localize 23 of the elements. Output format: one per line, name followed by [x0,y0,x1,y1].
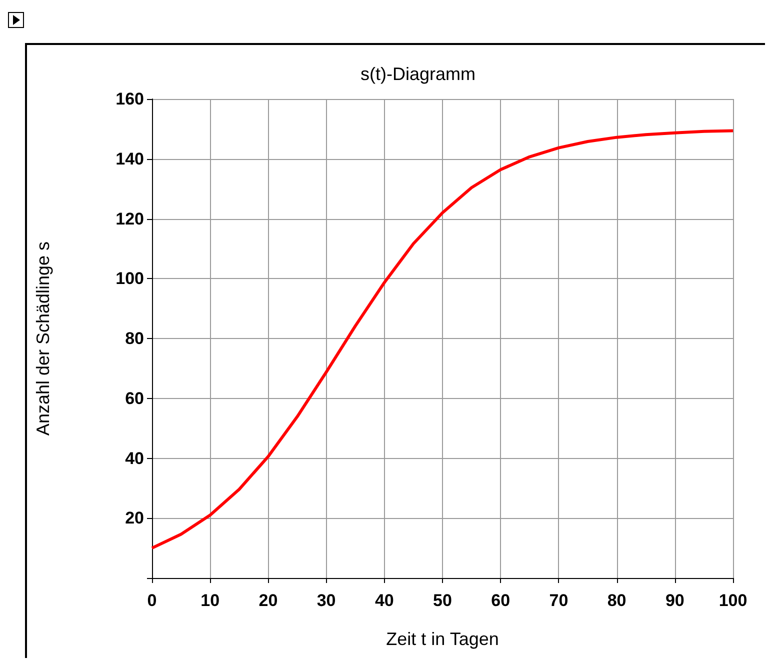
y-tick-label: 20 [125,508,144,528]
x-tick-label: 100 [718,591,748,610]
y-axis-title: Anzahl der Schädlinge s [33,241,53,436]
y-tick-label: 160 [116,90,144,108]
x-tick-label: 80 [607,591,626,610]
y-tick-label: 120 [116,209,144,228]
x-tick-label: 0 [147,591,157,610]
x-tick-label: 20 [258,591,278,610]
y-tick-label: 80 [125,329,144,348]
x-tick-label: 70 [549,591,568,610]
x-tick-label: 60 [491,591,510,610]
y-tick-label: 40 [125,448,144,468]
x-tick-label: 30 [316,591,336,610]
x-axis-title: Zeit t in Tagen [386,629,499,649]
x-tick-label: 40 [374,591,394,610]
y-tick-label: 60 [125,388,144,408]
line-series [150,129,734,550]
chart-title: s(t)-Diagramm [360,64,476,84]
x-tick-label: 10 [200,591,220,610]
x-tick-label: 90 [665,591,684,610]
x-tick-label: 50 [433,591,452,610]
y-tick-label: 140 [116,149,144,168]
y-tick-label: 100 [116,269,144,288]
